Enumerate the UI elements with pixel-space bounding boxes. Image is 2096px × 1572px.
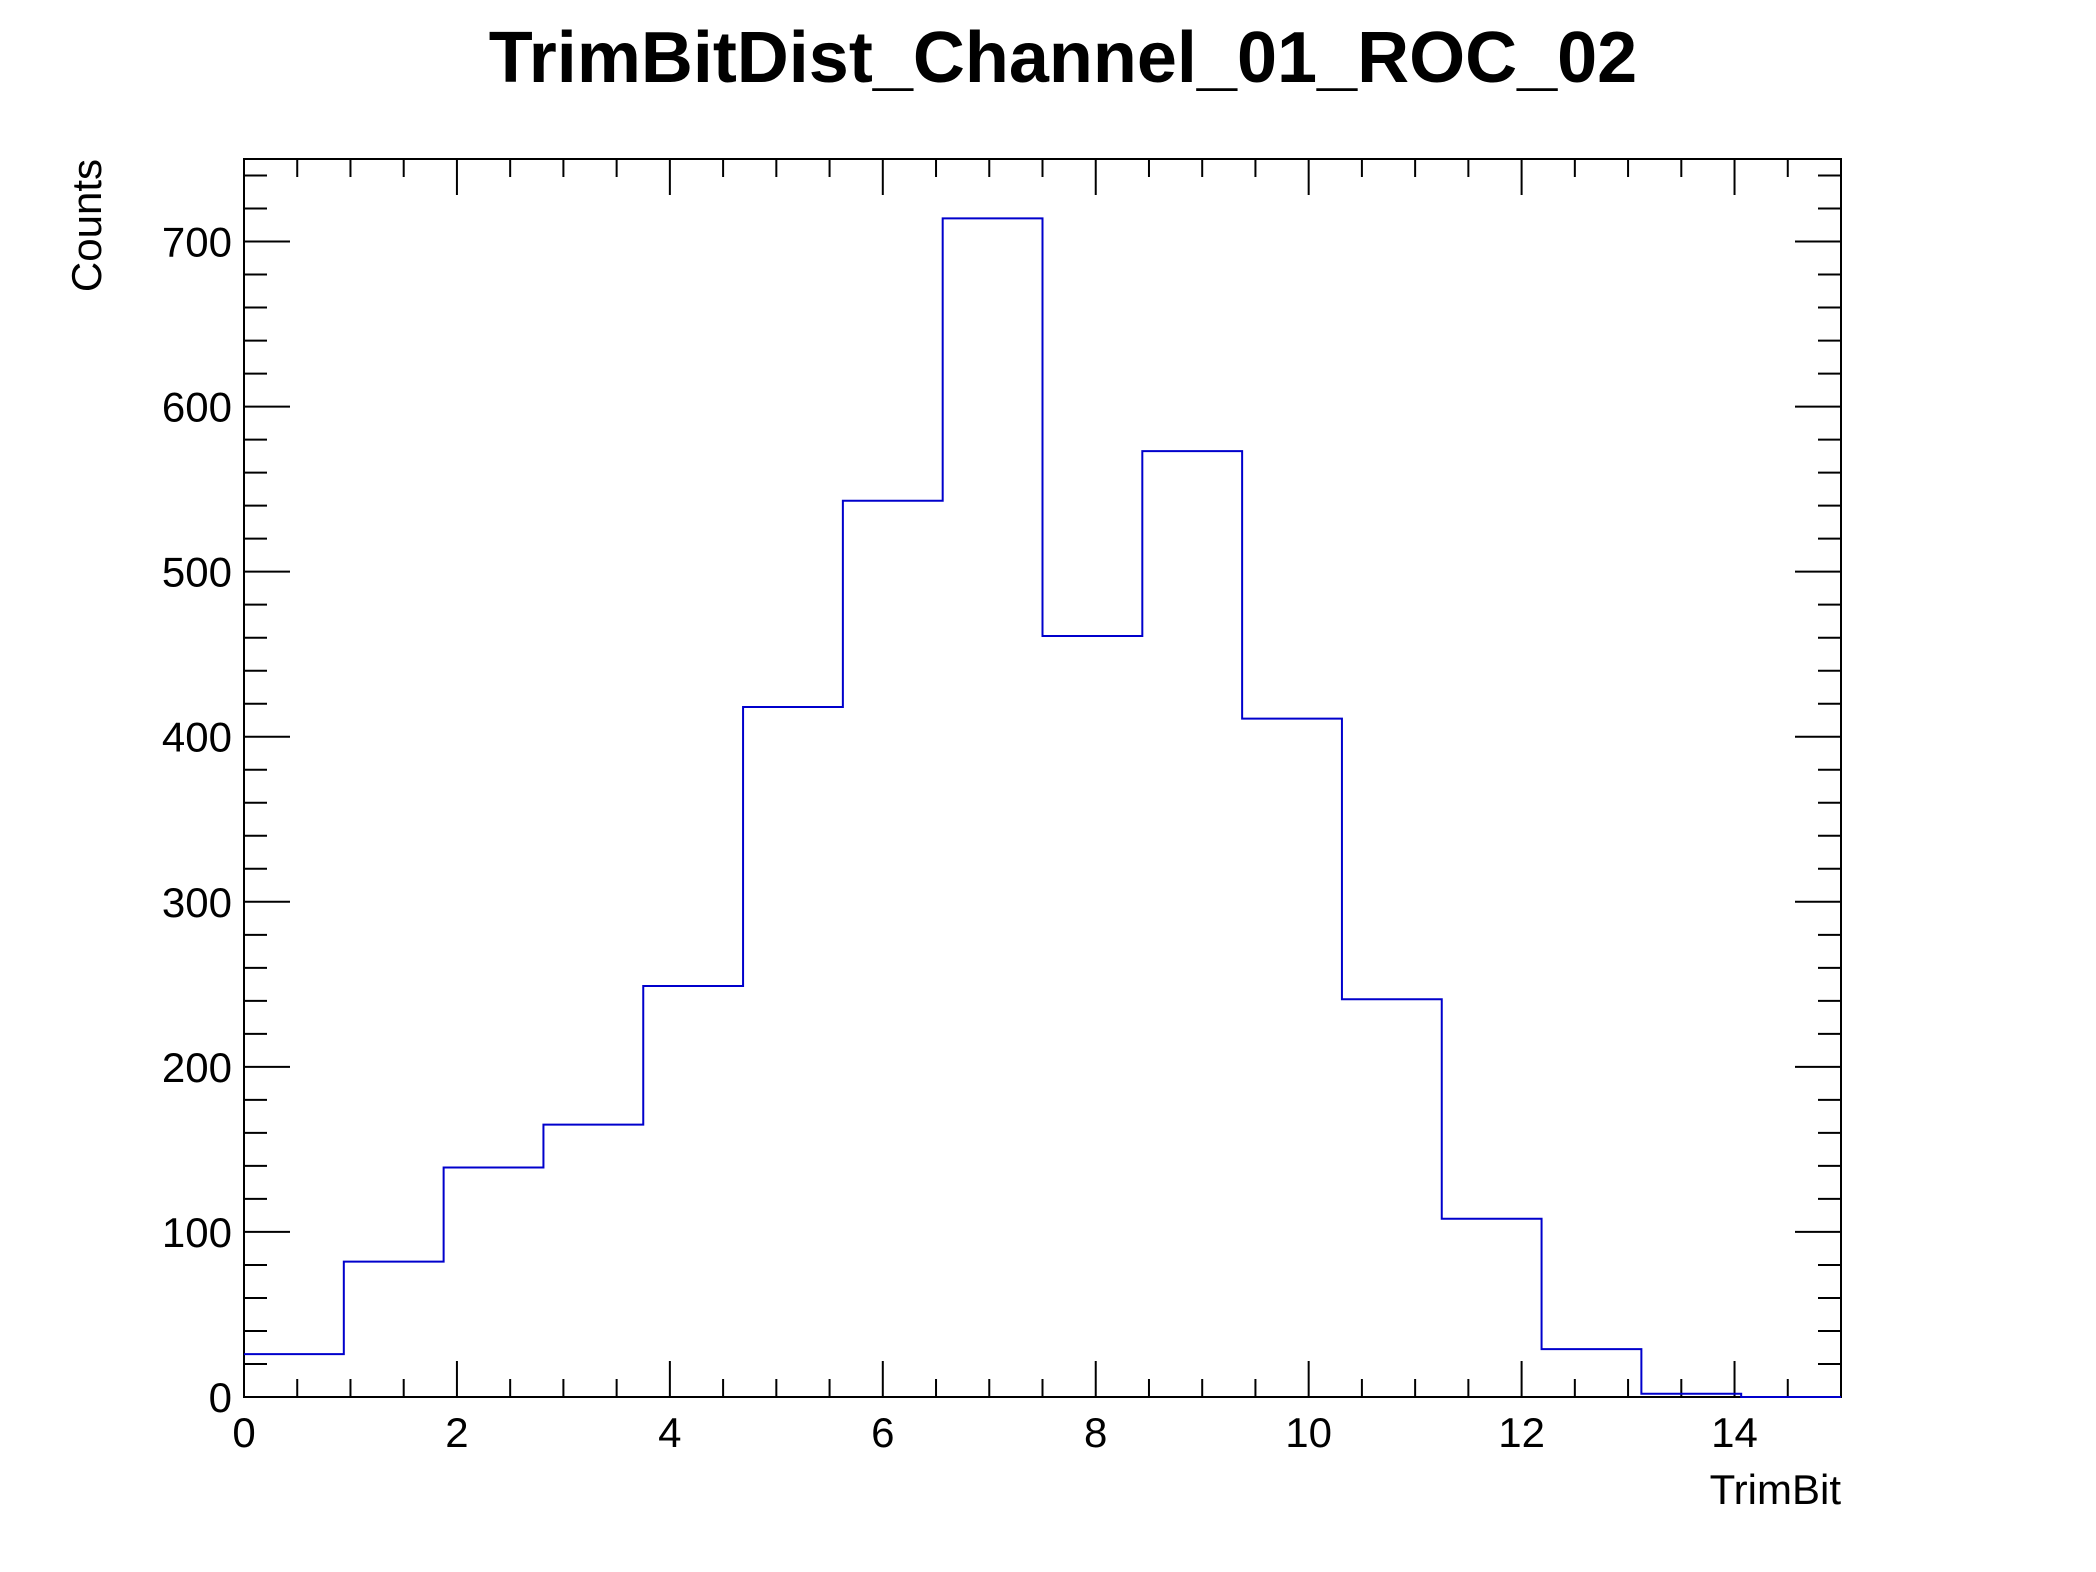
tick-marks bbox=[243, 159, 1842, 1398]
chart-title: TrimBitDist_Channel_01_ROC_02 bbox=[489, 18, 1637, 98]
x-tick-label: 10 bbox=[1285, 1409, 1332, 1456]
y-tick-label: 400 bbox=[162, 714, 232, 761]
x-tick-labels: 0 2 4 6 8 10 12 14 bbox=[232, 1409, 1758, 1456]
x-tick-label: 0 bbox=[232, 1409, 255, 1456]
y-axis-label: Counts bbox=[63, 159, 110, 292]
y-tick-label: 200 bbox=[162, 1044, 232, 1091]
y-tick-label: 700 bbox=[162, 219, 232, 266]
x-tick-label: 2 bbox=[445, 1409, 468, 1456]
y-tick-label: 300 bbox=[162, 879, 232, 926]
x-tick-label: 12 bbox=[1498, 1409, 1545, 1456]
y-tick-label: 100 bbox=[162, 1209, 232, 1256]
histogram-series bbox=[244, 217, 1841, 1398]
x-tick-label: 8 bbox=[1084, 1409, 1107, 1456]
y-tick-label: 0 bbox=[209, 1374, 232, 1421]
y-tick-label: 500 bbox=[162, 549, 232, 596]
x-tick-label: 4 bbox=[658, 1409, 681, 1456]
x-tick-label: 14 bbox=[1711, 1409, 1758, 1456]
y-tick-labels: 0 100 200 300 400 500 600 700 bbox=[162, 219, 232, 1421]
y-tick-label: 600 bbox=[162, 384, 232, 431]
x-axis-label: TrimBit bbox=[1710, 1466, 1842, 1513]
x-tick-label: 6 bbox=[871, 1409, 894, 1456]
